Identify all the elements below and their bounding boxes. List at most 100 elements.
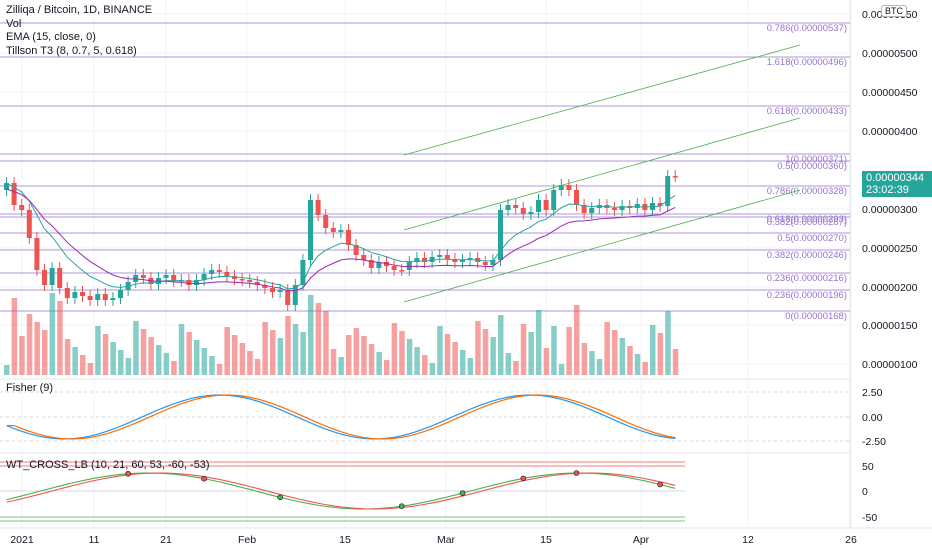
volume-bar[interactable]: [596, 359, 603, 375]
volume-bar[interactable]: [589, 351, 595, 375]
volume-bar[interactable]: [650, 325, 656, 375]
volume-bar[interactable]: [148, 337, 154, 375]
candle-body[interactable]: [460, 260, 465, 262]
candle-body[interactable]: [528, 212, 534, 214]
volume-bar[interactable]: [528, 332, 534, 375]
candle-body[interactable]: [346, 230, 351, 245]
candle-body[interactable]: [247, 280, 253, 282]
fisher-line[interactable]: [6, 394, 676, 440]
volume-bar[interactable]: [558, 364, 565, 375]
candle-body[interactable]: [551, 190, 557, 210]
volume-bar[interactable]: [140, 329, 147, 375]
candle-body[interactable]: [80, 292, 85, 296]
candle-body[interactable]: [102, 294, 108, 300]
volume-bar[interactable]: [505, 353, 512, 375]
volume-bar[interactable]: [346, 335, 352, 375]
candle-body[interactable]: [239, 279, 245, 281]
candle-body[interactable]: [171, 275, 177, 281]
wt-legend[interactable]: WT_CROSS_LB (10, 21, 60, 53, -60, -53): [6, 459, 210, 471]
volume-bar[interactable]: [330, 349, 337, 375]
volume-bar[interactable]: [216, 364, 223, 375]
candle-body[interactable]: [42, 270, 47, 285]
candle-body[interactable]: [87, 296, 93, 300]
volume-bar[interactable]: [201, 348, 208, 375]
wt-cross-dot[interactable]: [657, 481, 663, 488]
wt-cross-dot[interactable]: [573, 470, 580, 476]
candle-body[interactable]: [95, 294, 101, 300]
volume-bar[interactable]: [64, 339, 71, 375]
channel-lower[interactable]: [403, 189, 801, 303]
volume-bar[interactable]: [566, 327, 572, 375]
volume-bar[interactable]: [444, 334, 451, 375]
candle-body[interactable]: [209, 270, 215, 274]
candle-body[interactable]: [186, 280, 192, 285]
candle-body[interactable]: [34, 238, 40, 270]
wt-cross-dot[interactable]: [277, 494, 283, 501]
volume-bar[interactable]: [292, 324, 299, 375]
candle-body[interactable]: [11, 183, 17, 205]
candle-body[interactable]: [315, 200, 321, 215]
candle-body[interactable]: [482, 262, 488, 265]
candle-body[interactable]: [376, 262, 382, 268]
volume-bar[interactable]: [224, 327, 230, 375]
candle-body[interactable]: [308, 200, 313, 260]
candle-body[interactable]: [57, 268, 63, 288]
ema-line[interactable]: [6, 182, 676, 290]
volume-bar[interactable]: [19, 336, 25, 375]
tillson-legend[interactable]: Tillson T3 (8, 0.7, 5, 0.618): [6, 44, 137, 57]
candle-body[interactable]: [558, 185, 564, 190]
candle-body[interactable]: [437, 255, 443, 257]
volume-bar[interactable]: [232, 335, 238, 375]
volume-bar[interactable]: [133, 321, 139, 375]
candle-body[interactable]: [368, 260, 374, 268]
volume-bar[interactable]: [277, 338, 284, 375]
candle-body[interactable]: [574, 190, 579, 205]
candle-body[interactable]: [64, 288, 70, 298]
volume-bar[interactable]: [361, 336, 367, 375]
volume-bar[interactable]: [34, 322, 40, 375]
candle-body[interactable]: [300, 260, 306, 285]
volume-bar[interactable]: [384, 360, 390, 375]
volume-bar[interactable]: [490, 337, 496, 375]
candle-body[interactable]: [520, 208, 526, 214]
volume-bar[interactable]: [4, 365, 10, 375]
volume-bar[interactable]: [171, 361, 177, 375]
candle-body[interactable]: [110, 298, 116, 300]
channel-upper[interactable]: [403, 44, 801, 156]
candle-body[interactable]: [406, 262, 412, 270]
candle-body[interactable]: [140, 275, 146, 278]
volume-bar[interactable]: [254, 359, 261, 375]
volume-bar[interactable]: [11, 298, 18, 375]
currency-badge[interactable]: BTC: [881, 5, 907, 17]
candle-body[interactable]: [361, 255, 367, 260]
candle-body[interactable]: [19, 205, 25, 210]
volume-bar[interactable]: [642, 362, 648, 375]
volume-bar[interactable]: [118, 350, 124, 375]
candle-body[interactable]: [581, 205, 587, 213]
volume-bar[interactable]: [422, 355, 428, 375]
volume-bar[interactable]: [262, 322, 268, 375]
volume-bar[interactable]: [452, 342, 458, 375]
volume-bar[interactable]: [543, 348, 550, 375]
wt-cross-dot[interactable]: [398, 503, 405, 509]
volume-bar[interactable]: [376, 352, 382, 375]
wt-cross-dot[interactable]: [201, 475, 207, 482]
volume-bar[interactable]: [414, 347, 420, 375]
volume-bar[interactable]: [156, 345, 162, 375]
volume-bar[interactable]: [391, 323, 398, 375]
candle-body[interactable]: [292, 285, 298, 305]
candle-body[interactable]: [414, 258, 420, 262]
volume-bar[interactable]: [338, 357, 344, 375]
candle-body[interactable]: [254, 282, 260, 285]
volume-bar[interactable]: [581, 343, 588, 375]
candle-body[interactable]: [657, 203, 663, 206]
candle-body[interactable]: [619, 206, 625, 210]
volume-bar[interactable]: [399, 331, 405, 375]
volume-bar[interactable]: [672, 349, 679, 375]
volume-bar[interactable]: [482, 329, 489, 375]
volume-bar[interactable]: [125, 358, 132, 375]
candle-body[interactable]: [452, 259, 458, 262]
volume-bar[interactable]: [102, 334, 109, 375]
candle-body[interactable]: [422, 258, 427, 262]
